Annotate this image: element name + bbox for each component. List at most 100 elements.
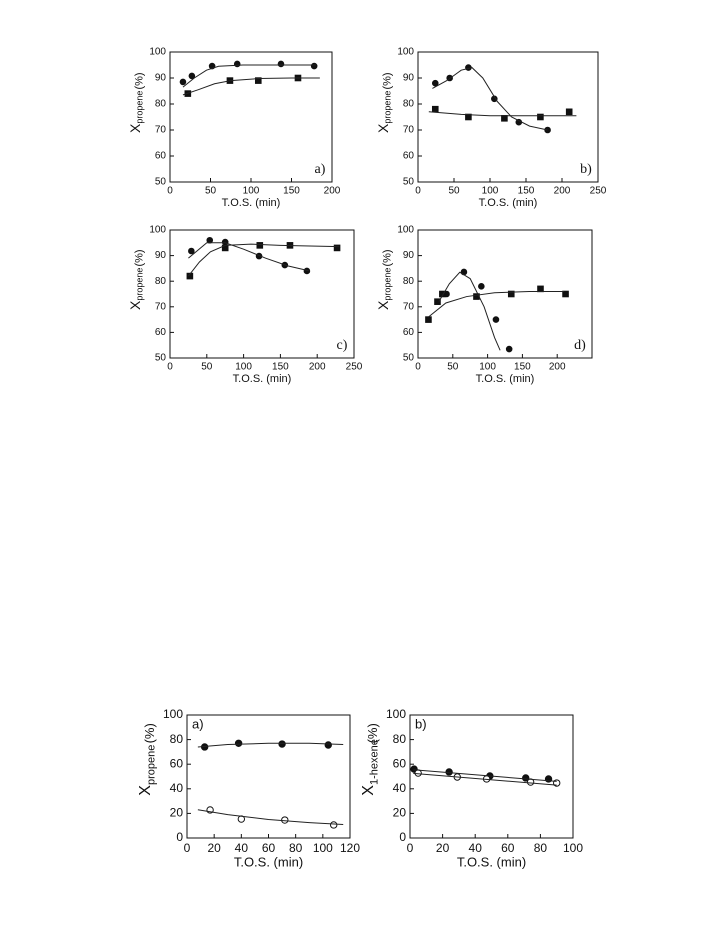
y-tick-label: 100 [149,225,166,236]
y-tick-label: 100 [149,47,166,58]
y-axis-unit: (%) [381,72,393,89]
y-axis-unit: (%) [381,249,393,266]
x-tick-label: 40 [235,841,249,855]
x-tick-label: 100 [313,841,333,855]
y-tick-label: 40 [393,781,407,795]
x-tick-label: 60 [262,841,276,855]
y-tick-label: 50 [403,177,415,188]
x-tick-label: 100 [243,186,260,197]
x-tick-label: 150 [514,362,531,373]
square-marker [565,108,573,116]
y-axis-symbol: X [127,300,143,310]
x-tick-label: 0 [167,186,173,197]
x-tick-label: 80 [289,841,303,855]
fit-line [197,809,344,825]
x-tick-label: 200 [309,362,326,373]
y-axis-label: Xpropene [137,745,157,796]
x-tick-label: 100 [479,362,496,373]
y-axis-subscript: 1-hexene [369,739,381,785]
circle-marker [188,247,195,255]
x-tick-label: 120 [340,841,360,855]
circle-marker [492,316,500,323]
y-axis-symbol: X [375,300,391,310]
circle-marker [324,741,332,749]
panel-label: b) [580,162,592,177]
x-tick-label: 50 [205,186,217,197]
fit-line [182,64,316,88]
x-tick-label: 150 [518,186,535,197]
plot-frame [169,229,355,359]
y-tick-label: 70 [403,125,415,136]
y-axis-label: X1-hexene [360,739,380,796]
x-tick-label: 150 [272,362,289,373]
plot-frame [417,229,593,359]
y-tick-label: 60 [393,756,407,770]
y-axis-symbol: X [127,123,143,133]
fit-line [182,77,320,96]
fit-line [188,243,340,277]
circle-marker [234,739,243,747]
x-tick-label: 0 [184,841,191,855]
x-tick-label: 40 [469,841,483,855]
panel-label: c) [337,338,348,353]
y-tick-label: 100 [163,707,183,721]
y-axis-label: Xpropene [375,268,393,310]
x-tick-label: 250 [590,186,607,197]
y-tick-label: 100 [386,707,406,721]
fit-line [438,271,501,351]
y-tick-label: 20 [170,806,184,820]
circle-marker [206,236,214,244]
circle-marker [277,60,285,68]
x-axis-label: T.O.S. (min) [234,855,303,870]
x-tick-label: 0 [415,186,421,197]
chart: 0 20 40 60 80 100 0 20 40 60 80 100 120 T.O.S. (min) X… [137,707,360,869]
y-tick-label: 60 [403,327,415,338]
circle-marker [445,768,453,776]
x-tick-label: 100 [482,186,499,197]
y-axis-symbol: X [360,785,377,796]
y-tick-label: 0 [399,830,406,844]
y-tick-label: 80 [393,732,407,746]
panel-label: b) [415,716,427,731]
x-axis-label: T.O.S. (min) [457,855,526,870]
square-marker [434,298,441,305]
y-tick-label: 80 [170,732,184,746]
panel-label: a) [192,716,204,731]
y-tick-label: 80 [155,99,167,110]
square-marker [465,113,472,121]
y-tick-label: 90 [403,73,415,84]
fit-line [428,290,565,318]
x-tick-label: 0 [407,841,414,855]
y-axis-label: Xpropene [127,268,145,310]
square-marker [537,113,544,121]
y-axis-unit: (%) [142,723,157,743]
circle-marker [330,821,338,829]
square-marker [256,242,264,249]
x-axis-label: T.O.S. (min) [479,197,538,209]
y-axis-subscript: propene [135,91,145,124]
y-tick-label: 70 [155,125,167,136]
y-tick-label: 100 [397,47,414,58]
y-tick-label: 0 [176,830,183,844]
x-axis-label: T.O.S. (min) [233,373,292,385]
chart: 0 20 40 60 80 100 0 20 40 60 80 100 T.O.S. (min) X1-h… [360,707,583,869]
fit-line [428,111,577,117]
circle-marker [431,79,439,87]
y-tick-label: 60 [170,756,184,770]
y-tick-label: 60 [155,151,167,162]
x-tick-label: 50 [201,362,213,373]
x-tick-label: 200 [324,186,341,197]
y-tick-label: 70 [155,301,167,312]
x-tick-label: 100 [235,362,252,373]
y-tick-label: 60 [403,151,415,162]
x-axis-label: T.O.S. (min) [476,373,535,385]
x-tick-label: 250 [346,362,363,373]
circle-marker [278,740,286,748]
y-tick-label: 50 [155,177,167,188]
square-marker [431,105,439,113]
fit-line [197,742,344,748]
circle-marker [233,60,241,68]
